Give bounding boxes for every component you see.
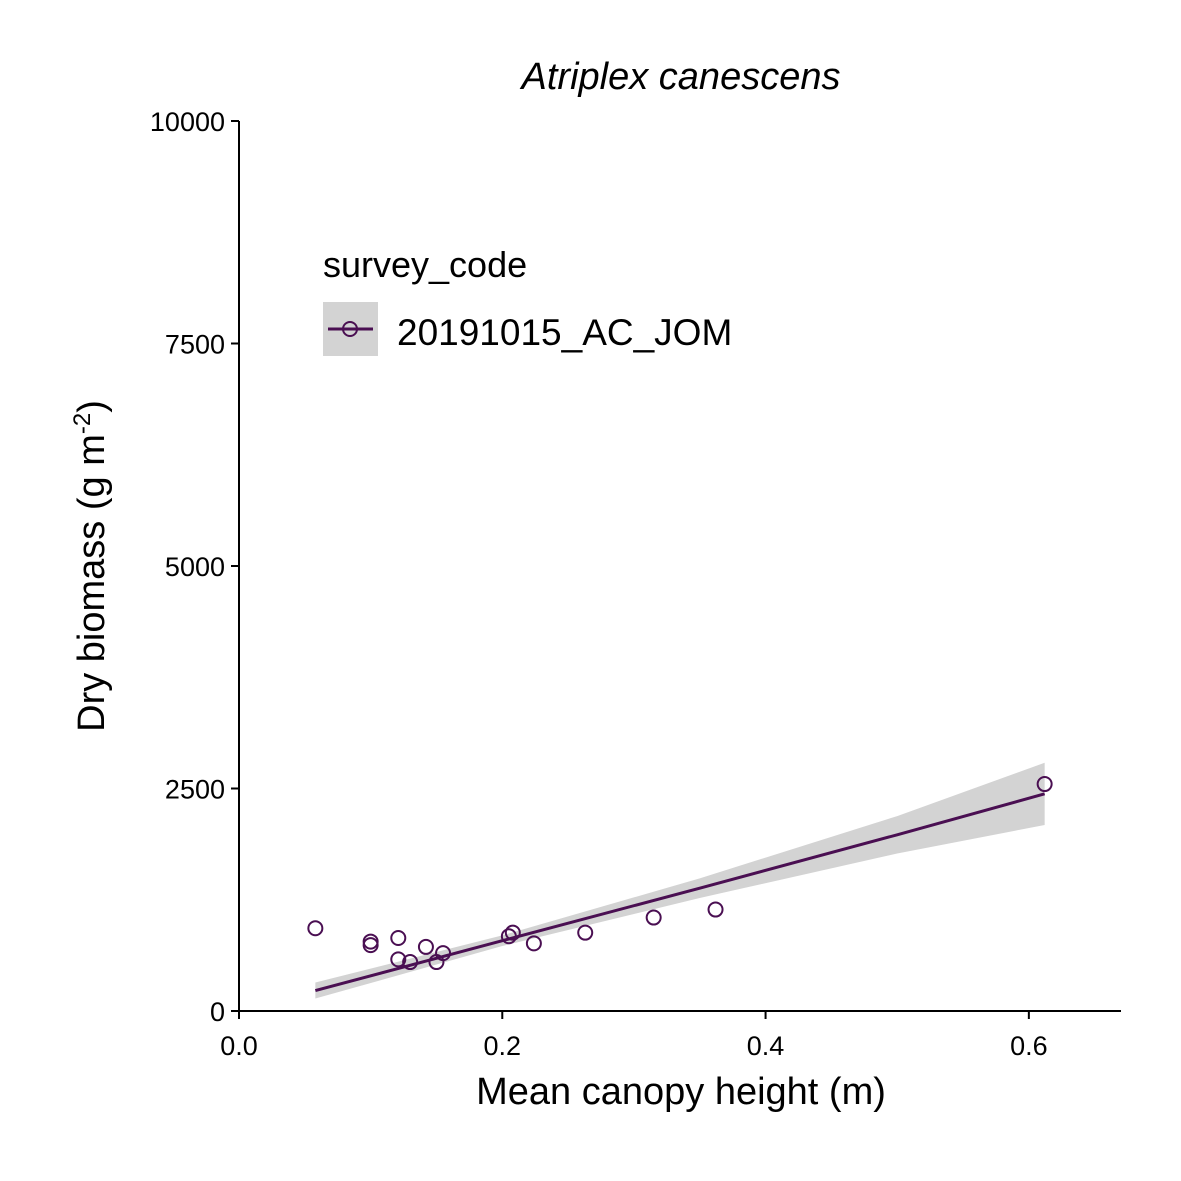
y-tick-label: 10000 <box>150 107 225 137</box>
data-point <box>577 924 594 941</box>
x-tick-label: 0.4 <box>747 1031 785 1061</box>
y-tick-label: 2500 <box>165 775 225 805</box>
data-point <box>645 909 662 926</box>
data-point <box>500 928 517 945</box>
legend-key-point <box>342 321 358 337</box>
data-point <box>307 920 324 937</box>
y-tick-label: 7500 <box>165 330 225 360</box>
x-tick-label: 0.0 <box>220 1031 258 1061</box>
x-axis-title: Mean canopy height (m) <box>476 1071 886 1113</box>
x-tick-label: 0.6 <box>1010 1031 1048 1061</box>
data-point <box>362 937 379 954</box>
data-point <box>435 945 452 962</box>
data-point <box>1036 776 1053 793</box>
y-axis-title-close: ) <box>71 400 113 413</box>
y-axis-title: Dry biomass (g m-2) <box>69 400 113 732</box>
chart-title: Atriplex canescens <box>520 56 841 98</box>
y-tick-label: 0 <box>210 997 225 1027</box>
y-axis-title-main: Dry biomass (g m <box>71 434 113 732</box>
legend-label-series: 20191015_AC_JOM <box>397 312 732 353</box>
y-axis-ticks: 0 2500 5000 7500 10000 <box>150 107 239 1027</box>
data-point <box>504 924 521 941</box>
data-point <box>707 901 724 918</box>
data-point <box>402 954 419 971</box>
x-axis-ticks: 0.0 0.2 0.4 0.6 <box>220 1011 1048 1061</box>
y-axis-title-exponent: -2 <box>69 413 96 434</box>
y-tick-label: 5000 <box>165 552 225 582</box>
confidence-band <box>315 762 1045 999</box>
legend-title: survey_code <box>323 244 527 285</box>
data-point <box>390 951 407 968</box>
data-point <box>525 935 542 952</box>
legend: survey_code 20191015_AC_JOM <box>323 244 732 356</box>
data-point <box>390 930 407 947</box>
plot-area <box>307 762 1053 999</box>
regression-line <box>314 792 1046 992</box>
data-point <box>417 938 434 955</box>
x-tick-label: 0.2 <box>484 1031 522 1061</box>
